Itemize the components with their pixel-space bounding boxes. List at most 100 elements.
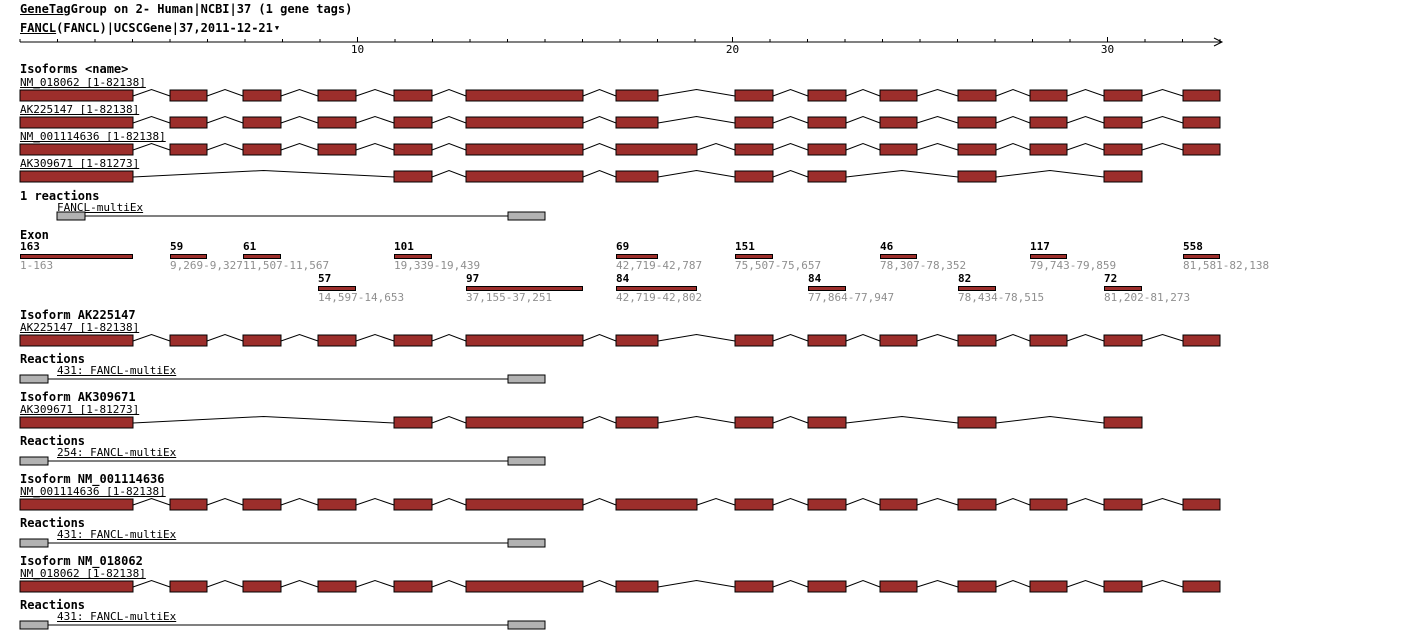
exon-bar-exon-97[interactable] (466, 286, 583, 291)
exon-box-exon-61[interactable] (242, 498, 282, 511)
exon-box-exon-163[interactable] (19, 580, 134, 593)
exon-box-exon-117[interactable] (1029, 580, 1068, 593)
exon-box-exon-69[interactable] (615, 416, 659, 429)
exon-box-exon-57[interactable] (317, 116, 357, 129)
exon-box-exon-46[interactable] (879, 498, 918, 511)
exon-box-exon-57[interactable] (317, 143, 357, 156)
exon-box-exon-101[interactable] (393, 170, 433, 183)
reaction-box[interactable] (507, 538, 546, 548)
exon-box-exon-82[interactable] (957, 334, 997, 347)
exon-bar-exon-558[interactable] (1183, 254, 1220, 259)
exon-box-exon-84a[interactable] (615, 498, 698, 511)
exon-box-exon-61[interactable] (242, 116, 282, 129)
exon-bar-exon-57[interactable] (318, 286, 356, 291)
exon-box-exon-72[interactable] (1103, 170, 1143, 183)
exon-box-exon-101[interactable] (393, 143, 433, 156)
exon-box-exon-57[interactable] (317, 334, 357, 347)
reaction-box[interactable] (19, 620, 49, 630)
reaction-box[interactable] (507, 374, 546, 384)
isoform-detail-label-AK225147[interactable]: AK225147 [1-82138] (20, 321, 140, 334)
reaction-box[interactable] (56, 211, 86, 221)
exon-box-exon-151[interactable] (734, 143, 774, 156)
exon-box-exon-101[interactable] (393, 416, 433, 429)
exon-box-exon-117[interactable] (1029, 143, 1068, 156)
exon-box-exon-101[interactable] (393, 498, 433, 511)
reaction-label-NM_001114636[interactable]: 431: FANCL-multiEx (57, 528, 177, 541)
exon-box-exon-46[interactable] (879, 89, 918, 102)
exon-box-exon-163[interactable] (19, 143, 134, 156)
exon-box-exon-97[interactable] (465, 580, 584, 593)
exon-box-exon-61[interactable] (242, 143, 282, 156)
exon-box-exon-558[interactable] (1182, 89, 1221, 102)
exon-bar-exon-84b[interactable] (808, 286, 846, 291)
exon-box-exon-61[interactable] (242, 580, 282, 593)
exon-box-exon-101[interactable] (393, 580, 433, 593)
exon-bar-exon-61[interactable] (243, 254, 281, 259)
exon-bar-exon-163[interactable] (20, 254, 133, 259)
exon-box-exon-117[interactable] (1029, 498, 1068, 511)
exon-bar-exon-117[interactable] (1030, 254, 1067, 259)
exon-box-exon-101[interactable] (393, 89, 433, 102)
exon-box-exon-84b[interactable] (807, 143, 847, 156)
exon-box-exon-101[interactable] (393, 116, 433, 129)
exon-box-exon-151[interactable] (734, 170, 774, 183)
genetag-group-link[interactable]: GeneTag (20, 2, 71, 16)
exon-bar-exon-151[interactable] (735, 254, 773, 259)
exon-box-exon-163[interactable] (19, 416, 134, 429)
exon-box-exon-69[interactable] (615, 580, 659, 593)
exon-box-exon-117[interactable] (1029, 89, 1068, 102)
exon-box-exon-82[interactable] (957, 416, 997, 429)
exon-box-exon-84b[interactable] (807, 580, 847, 593)
exon-box-exon-97[interactable] (465, 498, 584, 511)
exon-box-exon-163[interactable] (19, 498, 134, 511)
isoform-detail-label-AK309671[interactable]: AK309671 [1-81273] (20, 403, 140, 416)
exon-box-exon-72[interactable] (1103, 116, 1143, 129)
exon-box-exon-163[interactable] (19, 170, 134, 183)
exon-box-exon-117[interactable] (1029, 334, 1068, 347)
isoform-label-AK309671[interactable]: AK309671 [1-81273] (20, 157, 140, 170)
exon-box-exon-46[interactable] (879, 580, 918, 593)
exon-box-exon-59[interactable] (169, 498, 208, 511)
exon-bar-exon-101[interactable] (394, 254, 432, 259)
exon-box-exon-558[interactable] (1182, 143, 1221, 156)
exon-box-exon-57[interactable] (317, 498, 357, 511)
exon-box-exon-46[interactable] (879, 116, 918, 129)
exon-box-exon-82[interactable] (957, 498, 997, 511)
reaction-box[interactable] (19, 538, 49, 548)
exon-box-exon-151[interactable] (734, 334, 774, 347)
exon-box-exon-46[interactable] (879, 334, 918, 347)
exon-box-exon-69[interactable] (615, 334, 659, 347)
exon-bar-exon-72[interactable] (1104, 286, 1142, 291)
reaction-box[interactable] (507, 456, 546, 466)
isoform-label-NM_018062[interactable]: NM_018062 [1-82138] (20, 76, 146, 89)
dropdown-arrow-icon[interactable]: ▼ (274, 24, 280, 32)
exon-box-exon-82[interactable] (957, 89, 997, 102)
exon-box-exon-558[interactable] (1182, 334, 1221, 347)
gene-link[interactable]: FANCL (20, 21, 57, 35)
exon-box-exon-151[interactable] (734, 498, 774, 511)
exon-box-exon-72[interactable] (1103, 143, 1143, 156)
exon-box-exon-163[interactable] (19, 116, 134, 129)
exon-box-exon-69[interactable] (615, 170, 659, 183)
exon-box-exon-84b[interactable] (807, 334, 847, 347)
exon-box-exon-558[interactable] (1182, 498, 1221, 511)
isoform-label-NM_001114636[interactable]: NM_001114636 [1-82138] (20, 130, 166, 143)
exon-box-exon-57[interactable] (317, 89, 357, 102)
exon-box-exon-69[interactable] (615, 89, 659, 102)
reaction-box[interactable] (19, 456, 49, 466)
exon-box-exon-97[interactable] (465, 170, 584, 183)
exon-bar-exon-46[interactable] (880, 254, 917, 259)
exon-bar-exon-69[interactable] (616, 254, 658, 259)
exon-box-exon-97[interactable] (465, 416, 584, 429)
exon-bar-exon-84a[interactable] (616, 286, 697, 291)
exon-box-exon-117[interactable] (1029, 116, 1068, 129)
exon-box-exon-97[interactable] (465, 143, 584, 156)
exon-box-exon-59[interactable] (169, 116, 208, 129)
exon-box-exon-151[interactable] (734, 580, 774, 593)
exon-bar-exon-59[interactable] (170, 254, 207, 259)
reaction-label-overview[interactable]: FANCL-multiEx (57, 201, 144, 214)
exon-box-exon-84b[interactable] (807, 416, 847, 429)
exon-box-exon-59[interactable] (169, 89, 208, 102)
exon-box-exon-97[interactable] (465, 334, 584, 347)
exon-bar-exon-82[interactable] (958, 286, 996, 291)
